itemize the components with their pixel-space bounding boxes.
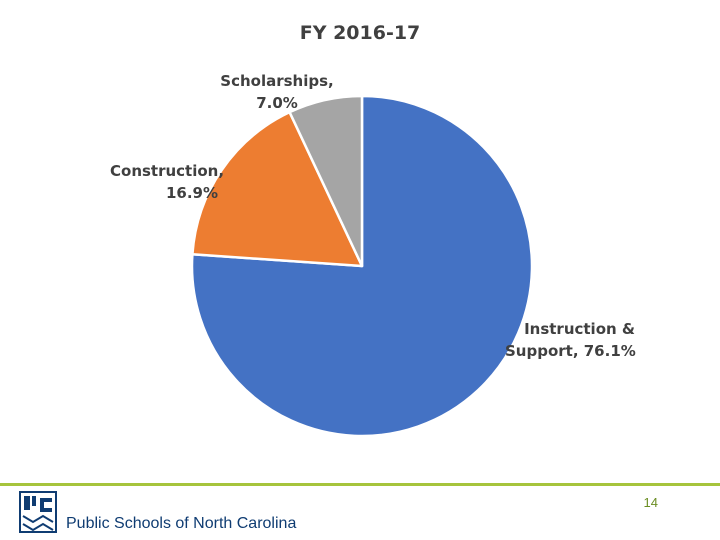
pie-slice-construction (191, 110, 364, 268)
construction-label-value: 16.9% (165, 184, 218, 202)
organization-name: Public Schools of North Carolina (66, 515, 297, 532)
pie-chart (190, 94, 534, 438)
instruction-label-value: Support, 76.1% (505, 342, 636, 360)
footer-rule (0, 483, 720, 486)
pie-slice-instruction-support (190, 94, 534, 438)
instruction-label: Instruction & Support, 76.1% (505, 318, 636, 362)
instruction-label-name: Instruction & (524, 320, 635, 338)
chart-title: FY 2016-17 (299, 22, 421, 44)
construction-label-name: Construction, (110, 162, 225, 180)
construction-label: Construction, 16.9% (110, 160, 225, 204)
school-logo-icon (19, 491, 57, 533)
scholarships-label-value: 7.0% (256, 94, 298, 112)
scholarships-label-name: Scholarships, (220, 72, 334, 90)
scholarships-label: Scholarships, 7.0% (212, 70, 342, 114)
page-number: 14 (643, 495, 658, 510)
pie-slice-scholarships (288, 94, 364, 268)
